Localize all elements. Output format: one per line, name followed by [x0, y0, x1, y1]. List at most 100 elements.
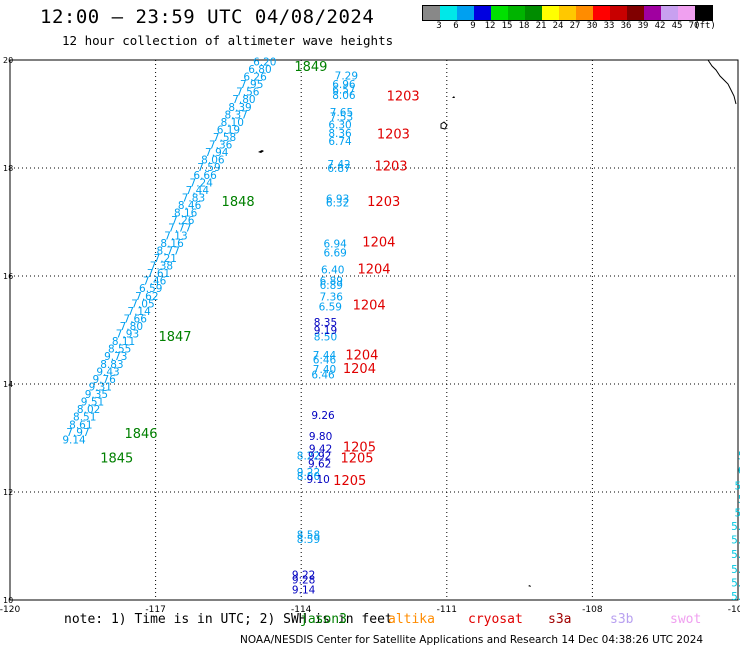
wave-height-point: 7.05 [131, 298, 154, 310]
pass-number-label: 1849 [294, 60, 327, 75]
wave-height-point: 6.57 [332, 84, 355, 96]
wave-height-tracks: 6.206.806.267.957.567.808.398.378.106.19… [62, 56, 740, 603]
wave-height-point: 8.36 [328, 128, 352, 140]
island-small [452, 96, 455, 98]
x-tick-label: -117 [145, 605, 165, 615]
legend-swatch [491, 6, 508, 20]
wave-height-point: 7.61 [147, 268, 170, 280]
wave-height-point: 6.46 [313, 354, 337, 366]
wave-height-point: 8.46 [178, 200, 202, 212]
axis-ticks: -120 -117 -114 -111 -108 -105 10 12 14 16 18 20 [0, 56, 740, 615]
coastline [258, 59, 737, 587]
x-tick-label: -111 [437, 605, 457, 615]
legend-swatch [559, 6, 576, 20]
satellite-legend-item: s3b [610, 612, 634, 627]
legend-label: 33 [603, 21, 615, 31]
satellite-legend-item: s3a [548, 612, 572, 627]
legend-swatch [627, 6, 644, 20]
pass-number-label: 1847 [158, 330, 191, 345]
wave-height-point: 7.80 [120, 321, 143, 333]
legend-label: 39 [637, 21, 649, 31]
wave-height-point: 5.3 [735, 480, 740, 492]
wave-height-point: 8.37 [224, 109, 247, 121]
wave-height-point: 7.77 [168, 223, 191, 235]
wave-height-point: 6.89 [320, 280, 343, 292]
wave-height-point: 7.21 [154, 253, 177, 265]
wave-height-point: 6.80 [248, 64, 271, 76]
wave-height-point: 5.6 [735, 507, 740, 519]
wave-height-point: 9.26 [311, 410, 335, 422]
wave-height-point: 6.69 [323, 248, 346, 260]
wave-height-point: 7.40 [313, 364, 336, 376]
pass-number-label: 1204 [343, 362, 376, 377]
wave-height-point: 7.93 [116, 329, 139, 341]
legend-swatch [474, 6, 491, 20]
grid-lines [10, 60, 738, 600]
wave-height-point: 6.26 [243, 72, 267, 84]
wave-height-point: 9.22 [292, 569, 315, 581]
legend-label: 24 [552, 21, 564, 31]
island-socorro [440, 121, 448, 130]
wave-height-point: 8.06 [201, 155, 225, 167]
pass-number-label: 1205 [333, 474, 366, 489]
y-tick-label: 20 [3, 56, 13, 65]
y-tick-label: 14 [3, 380, 13, 389]
pass-number-label: 1203 [387, 90, 420, 105]
wave-height-point: 7.58 [213, 132, 236, 144]
coastline-segment [707, 59, 737, 105]
wave-height-point: 7.59 [197, 162, 220, 174]
wave-height-point: 8.06 [332, 90, 356, 102]
wave-height-point: 9.35 [85, 389, 108, 401]
wave-height-point: 7.65 [330, 107, 353, 119]
wave-height-point: 6.20 [253, 56, 276, 68]
wave-height-point: 8.55 [108, 344, 131, 356]
legend-label: 3 [436, 21, 442, 31]
wave-height-point: 6.40 [321, 264, 344, 276]
wave-height-point: 6.89 [320, 276, 343, 288]
wave-height-point: 9.62 [308, 459, 331, 471]
wave-height-point: 7.26 [171, 215, 195, 227]
legend-label: (ft) [694, 21, 716, 31]
legend-label: 45 [671, 21, 683, 31]
wave-height-point: 6.32 [326, 197, 349, 209]
legend-label: 36 [620, 21, 632, 31]
pass-labels: 1849 1848 1847 1846 1845 1203 1203 1203 1203 1204… [100, 60, 419, 489]
color-scale-legend [422, 5, 713, 21]
wave-height-point: 9.28 [292, 574, 315, 586]
wave-height-point: 7.44 [313, 350, 337, 362]
pass-number-label: 1203 [374, 160, 407, 175]
pass-number-label: 1204 [357, 262, 390, 277]
wave-height-point: 5.17 [731, 521, 740, 533]
wave-height-point: 9.80 [309, 431, 332, 443]
legend-label: 42 [654, 21, 666, 31]
wave-height-point: 7.83 [182, 192, 205, 204]
wave-height-point: 6.30 [328, 120, 351, 132]
x-tick-label: -120 [0, 605, 20, 615]
wave-height-point: 9.19 [314, 325, 337, 337]
legend-swatch [508, 6, 525, 20]
wave-height-point: 6.46 [311, 370, 335, 382]
satellite-legend-item: altika [388, 612, 435, 627]
legend-swatch [440, 6, 457, 20]
wave-height-point: 5. [738, 494, 740, 506]
legend-swatch [593, 6, 610, 20]
wave-height-point: 8.22 [297, 451, 320, 463]
wave-height-point: 5.60 [731, 564, 740, 576]
legend-label: 21 [535, 21, 547, 31]
y-tick-label: 12 [3, 488, 13, 497]
wave-height-point: 8.10 [221, 117, 244, 129]
x-tick-label: -114 [291, 605, 312, 615]
pass-number-label: 1203 [367, 195, 400, 210]
wave-height-point: 9.73 [104, 351, 127, 363]
legend-swatch [457, 6, 474, 20]
wave-height-point: 9.14 [62, 434, 86, 446]
wave-height-point: 6. [738, 465, 740, 477]
wave-height-point: 7.94 [205, 147, 229, 159]
legend-swatch [542, 6, 559, 20]
wave-height-point: 7.36 [209, 140, 233, 152]
wave-height-point: 8.83 [100, 359, 123, 371]
wave-height-point: 6.66 [193, 170, 217, 182]
wave-height-point: 9.92 [308, 451, 331, 463]
legend-label: 30 [586, 21, 598, 31]
